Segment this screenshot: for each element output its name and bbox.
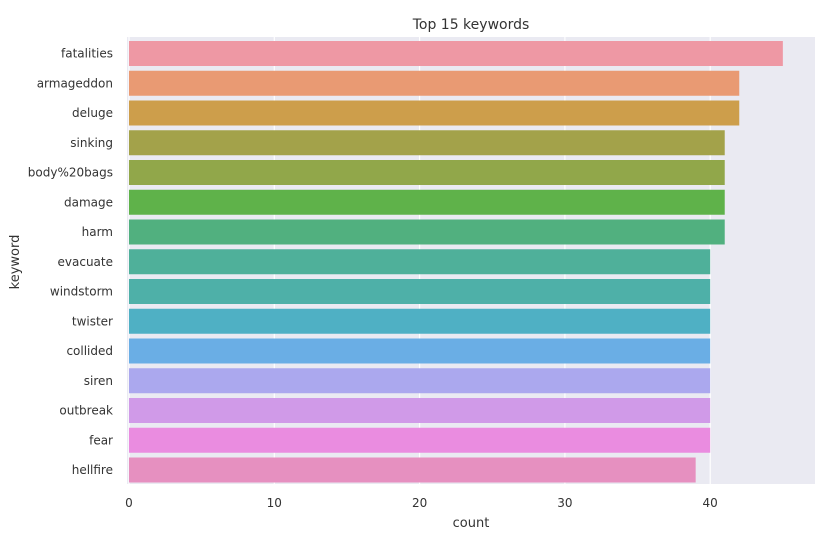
y-tick-label: fatalities <box>61 47 113 61</box>
bar <box>129 70 740 96</box>
y-axis-label: keyword <box>8 235 23 290</box>
x-tick-label: 40 <box>703 496 718 510</box>
bar <box>129 338 711 364</box>
y-tick-label: collided <box>66 344 113 358</box>
bar <box>129 398 711 423</box>
bar <box>129 457 696 483</box>
bar <box>129 130 725 156</box>
y-tick-label: deluge <box>72 106 113 120</box>
y-tick-label: windstorm <box>50 285 113 299</box>
bar <box>129 249 711 275</box>
bar <box>129 368 711 394</box>
y-tick-label: sinking <box>70 136 113 150</box>
y-tick-label: twister <box>72 314 113 328</box>
y-tick-label: evacuate <box>58 255 113 269</box>
y-tick-label: harm <box>82 225 113 239</box>
bar <box>129 189 725 215</box>
y-tick-labels: fatalities armageddon deluge sinking body%20… <box>28 47 113 478</box>
x-tick-label: 0 <box>125 496 133 510</box>
chart-title: Top 15 keywords <box>412 17 530 33</box>
bar <box>129 160 725 185</box>
x-axis-label: count <box>453 516 490 531</box>
bar <box>129 427 711 453</box>
bar <box>129 41 783 66</box>
x-tick-label: 20 <box>412 496 427 510</box>
x-tick-label: 10 <box>267 496 282 510</box>
bars <box>129 41 783 483</box>
bar <box>129 100 740 126</box>
x-tick-labels: 0 10 20 30 40 <box>125 496 718 510</box>
y-tick-label: outbreak <box>59 404 113 418</box>
x-tick-label: 30 <box>557 496 572 510</box>
bar <box>129 219 725 245</box>
y-tick-label: siren <box>84 374 113 388</box>
bar <box>129 308 711 334</box>
y-tick-label: body%20bags <box>28 166 113 180</box>
y-tick-label: fear <box>89 433 113 447</box>
y-tick-label: armageddon <box>37 76 113 90</box>
bar <box>129 279 711 304</box>
y-tick-label: hellfire <box>72 463 113 477</box>
y-tick-label: damage <box>64 195 113 209</box>
